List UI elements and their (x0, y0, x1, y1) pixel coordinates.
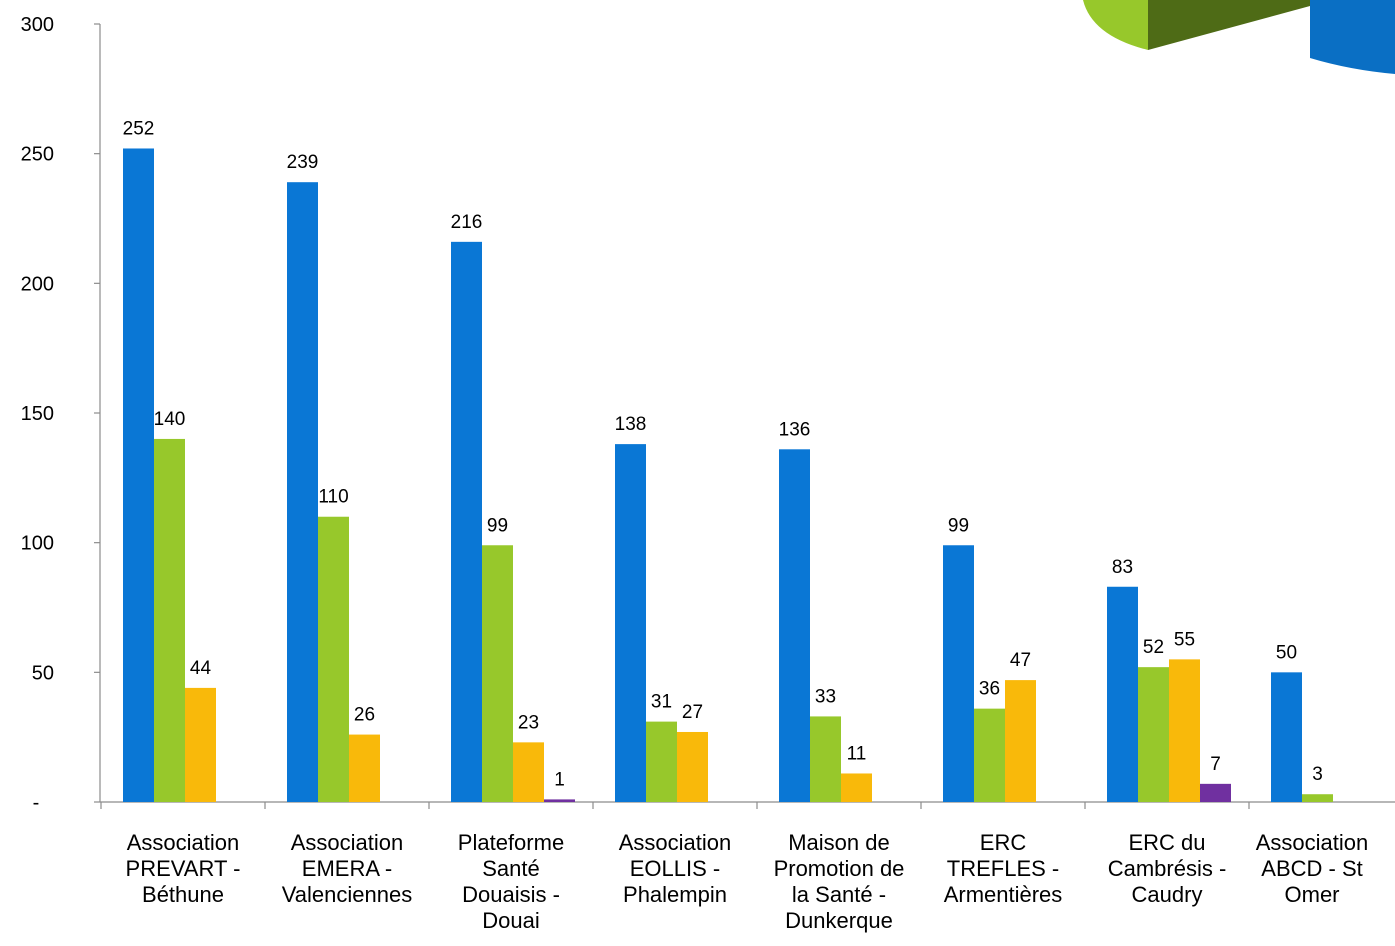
bar (1107, 586, 1138, 802)
bar (943, 545, 974, 802)
bar (646, 721, 677, 802)
category-label-line: Plateforme (458, 830, 564, 855)
category-label-line: Omer (1285, 882, 1340, 907)
category-label-line: Association (1256, 830, 1369, 855)
bar (1169, 659, 1200, 802)
bar (154, 438, 185, 802)
category-label-line: Association (127, 830, 240, 855)
category-label-line: ERC (980, 830, 1027, 855)
bar (318, 516, 349, 802)
data-label: 44 (190, 658, 212, 679)
data-label: 136 (779, 419, 811, 440)
category-label: Association PREVART -Béthune (126, 830, 241, 907)
decorative-logo-shapes (1083, 0, 1395, 74)
category-label-line: Association (291, 830, 404, 855)
bar (1200, 783, 1231, 802)
data-label: 33 (815, 686, 836, 707)
bar (974, 708, 1005, 802)
category-label-line: Dunkerque (785, 908, 893, 933)
data-labels: 252 140 44 239 110 26 216 99 23 1 138 31 27 136 33 11 99… (123, 118, 1323, 790)
data-label: 50 (1276, 642, 1297, 663)
category-label: ERC du Cambrésis -Caudry (1108, 830, 1227, 907)
data-label: 1 (554, 769, 565, 790)
y-tick-label: - (33, 792, 40, 814)
category-label-line: Douaisis - (462, 882, 560, 907)
data-label: 23 (518, 712, 539, 733)
category-label-line: Promotion de (774, 856, 905, 881)
category-label-line: Armentières (944, 882, 1063, 907)
data-label: 83 (1112, 557, 1133, 578)
category-label-line: EMERA - (302, 856, 392, 881)
category-label: Association ABCD - St Omer (1256, 830, 1369, 907)
category-label-line: Maison de (788, 830, 890, 855)
category-label: Association EMERA -Valenciennes (282, 830, 412, 907)
bar (841, 773, 872, 802)
bar (287, 182, 318, 802)
category-label-line: Béthune (142, 882, 224, 907)
y-tick-label: 50 (32, 662, 54, 684)
data-label: 216 (451, 212, 483, 233)
data-label: 99 (487, 515, 508, 536)
bar (677, 731, 708, 802)
category-label-line: Phalempin (623, 882, 727, 907)
bar (615, 444, 646, 802)
bars (123, 148, 1333, 803)
bar (185, 687, 216, 802)
category-label: ERC TREFLES -Armentières (944, 830, 1063, 907)
data-label: 55 (1174, 629, 1195, 650)
category-label-line: Valenciennes (282, 882, 412, 907)
data-label: 31 (651, 692, 672, 713)
category-label-line: EOLLIS - (630, 856, 720, 881)
category-label: Plateforme Santé Douaisis -Douai (458, 830, 564, 933)
bar (349, 734, 380, 802)
bar (544, 799, 575, 802)
data-label: 252 (123, 118, 155, 139)
bar (451, 241, 482, 803)
bar (1005, 680, 1036, 802)
y-tick-label: 150 (21, 403, 54, 425)
category-label-line: Cambrésis - (1108, 856, 1227, 881)
data-label: 52 (1143, 637, 1164, 658)
data-label: 140 (154, 409, 186, 430)
bar (1138, 667, 1169, 802)
category-label-line: Santé (482, 856, 540, 881)
category-label-line: Caudry (1132, 882, 1203, 907)
data-label: 3 (1312, 764, 1323, 785)
bar (123, 148, 154, 803)
data-label: 7 (1210, 754, 1221, 775)
data-label: 11 (847, 743, 867, 764)
deco-blue-shape (1310, 0, 1395, 74)
bar (779, 449, 810, 802)
category-label: Association EOLLIS -Phalempin (619, 830, 732, 907)
y-tick-label: 100 (21, 533, 54, 555)
y-tick-label: 250 (21, 144, 54, 166)
data-label: 239 (287, 152, 319, 173)
category-label-line: Association (619, 830, 732, 855)
category-label-line: ABCD - St (1261, 856, 1362, 881)
bar (1302, 794, 1333, 802)
bar (1271, 672, 1302, 802)
data-label: 99 (948, 515, 969, 536)
data-label: 110 (318, 487, 348, 508)
bar (513, 742, 544, 802)
category-label: Maison de Promotion de la Santé -Dunkerque (774, 830, 905, 933)
category-label-line: la Santé - (792, 882, 886, 907)
data-label: 36 (979, 679, 1000, 700)
category-label-line: ERC du (1128, 830, 1205, 855)
data-label: 27 (682, 702, 703, 723)
bar (482, 545, 513, 802)
deco-dark-green-shape (1148, 0, 1310, 50)
category-label-line: PREVART - (126, 856, 241, 881)
category-label-line: Douai (482, 908, 539, 933)
category-label-line: TREFLES - (947, 856, 1059, 881)
bar (810, 716, 841, 802)
data-label: 26 (354, 705, 375, 726)
y-tick-label: 300 (21, 14, 54, 36)
y-tick-label: 200 (21, 273, 54, 295)
data-label: 47 (1010, 650, 1031, 671)
deco-light-green-shape (1083, 0, 1148, 50)
data-label: 138 (615, 414, 647, 435)
